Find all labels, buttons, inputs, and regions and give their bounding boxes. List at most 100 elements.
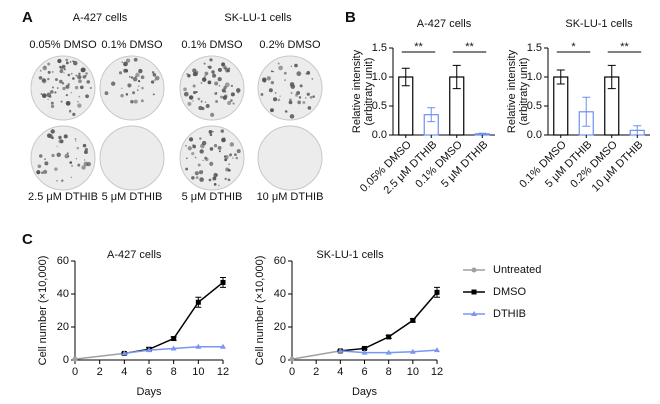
colony — [72, 77, 75, 80]
colony — [41, 78, 47, 84]
colony — [213, 172, 218, 178]
colony — [221, 137, 226, 143]
colony — [188, 95, 194, 100]
plate-label: 10 μM DTHIB — [257, 191, 324, 203]
colony — [67, 73, 71, 77]
colony — [185, 167, 189, 171]
y-tick-label: 20 — [274, 321, 286, 333]
plate — [99, 125, 165, 191]
colony — [289, 98, 292, 102]
colony — [218, 84, 221, 87]
colony — [278, 65, 283, 71]
colony — [288, 100, 293, 105]
colony — [56, 145, 58, 147]
colony — [290, 65, 293, 67]
colony — [260, 93, 264, 96]
colony — [204, 71, 209, 76]
colony — [220, 95, 223, 99]
y-axis-label: Relative intensity — [351, 49, 363, 133]
x-tick-label: 8 — [386, 366, 392, 378]
colony — [141, 86, 144, 90]
colony — [235, 156, 239, 160]
x-tick-label: 10 — [192, 366, 204, 378]
colony — [77, 163, 81, 167]
colony — [64, 153, 69, 159]
significance: * — [571, 41, 576, 53]
colony — [186, 157, 188, 160]
colony — [202, 159, 204, 162]
chart-title: SK-LU-1 cells — [316, 249, 384, 261]
significance: ** — [620, 41, 629, 53]
colony — [232, 102, 235, 105]
colony — [52, 71, 54, 73]
y-axis-label: (arbitraty unit) — [363, 58, 375, 126]
colony — [54, 78, 58, 82]
colony — [65, 61, 69, 65]
colony — [84, 159, 86, 161]
colony — [41, 93, 47, 99]
colony — [39, 69, 42, 72]
significance: ** — [414, 41, 423, 53]
colony — [230, 92, 235, 97]
colony — [58, 135, 62, 140]
colony — [46, 133, 52, 138]
colony — [77, 103, 82, 108]
colony — [289, 114, 295, 119]
x-axis-label: Days — [352, 386, 378, 398]
colony — [74, 138, 77, 140]
colony — [183, 87, 187, 92]
colony — [150, 80, 155, 84]
colony — [232, 157, 234, 159]
significance: ** — [465, 41, 474, 53]
colony — [74, 85, 79, 90]
colony — [218, 150, 221, 153]
x-tick-label: 4 — [121, 366, 127, 378]
colony — [228, 163, 230, 165]
colony — [296, 91, 301, 95]
colony — [50, 129, 55, 134]
legend-label: DMSO — [493, 286, 526, 298]
x-tick-label: 6 — [146, 366, 152, 378]
colony — [218, 184, 220, 187]
colony — [54, 91, 57, 94]
colony — [217, 67, 223, 72]
y-tick-label: 60 — [57, 255, 69, 267]
colony — [59, 139, 64, 144]
colony — [183, 91, 189, 97]
marker — [195, 343, 202, 349]
colony — [63, 68, 66, 71]
colony — [225, 167, 230, 172]
x-tick-label: 4 — [337, 366, 343, 378]
colony — [47, 70, 51, 74]
colony — [82, 143, 87, 148]
colony — [152, 73, 157, 77]
chart-title: A-427 cells — [417, 18, 472, 30]
colony — [47, 62, 51, 66]
colony — [77, 74, 82, 80]
colony — [290, 84, 296, 89]
colony — [213, 144, 218, 148]
y-tick-label: 0 — [63, 354, 69, 366]
colony — [204, 75, 207, 78]
colony — [69, 109, 72, 112]
plate — [179, 125, 245, 191]
colony — [208, 65, 212, 69]
y-tick-label: 0.0 — [527, 129, 542, 141]
colony — [285, 110, 287, 113]
colony — [302, 100, 306, 105]
colony — [59, 69, 64, 74]
colony — [154, 75, 160, 81]
colony — [61, 179, 64, 182]
marker — [386, 334, 392, 340]
colony — [78, 72, 81, 76]
chart-title: SK-LU-1 cells — [565, 18, 633, 30]
group-title: SK-LU-1 cells — [224, 12, 292, 24]
marker — [146, 347, 152, 353]
colony — [124, 69, 129, 73]
colony — [294, 63, 298, 68]
colony — [230, 99, 233, 102]
colony — [295, 94, 298, 97]
colony — [283, 71, 287, 75]
series-line — [124, 281, 224, 355]
colony — [137, 79, 141, 83]
